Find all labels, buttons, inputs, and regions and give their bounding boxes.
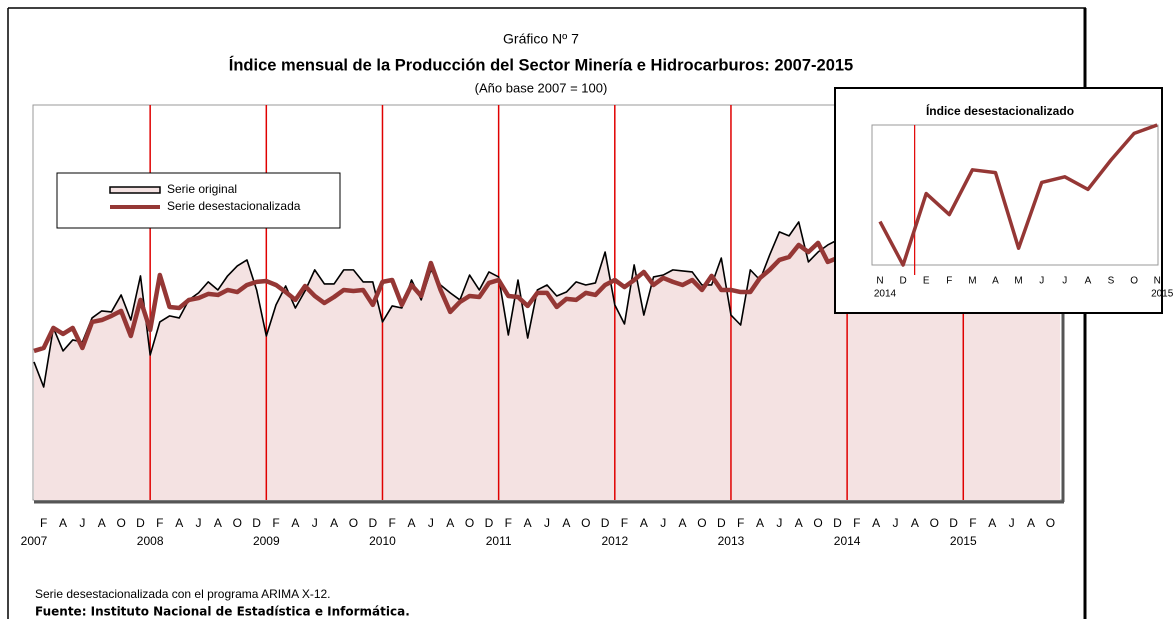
x-year-label: 2009 (253, 534, 280, 548)
x-year-label: 2008 (137, 534, 164, 548)
x-tick-label: J (893, 516, 899, 530)
x-tick-label: A (291, 516, 299, 530)
legend-label: Serie desestacionalizada (167, 199, 301, 213)
x-tick-label: A (640, 516, 648, 530)
x-tick-label: A (214, 516, 222, 530)
chart-subtitle: (Año base 2007 = 100) (475, 80, 608, 95)
x-tick-label: A (911, 516, 919, 530)
x-tick-label: O (581, 516, 590, 530)
x-tick-label: N (1154, 276, 1161, 287)
x-tick-label: A (98, 516, 106, 530)
x-year-label: 2010 (369, 534, 396, 548)
x-tick-label: D (252, 516, 261, 530)
x-tick-label: J (660, 516, 666, 530)
chart-title: Índice mensual de la Producción del Sect… (229, 55, 853, 74)
x-tick-label: F (737, 516, 744, 530)
figure-label: Gráfico Nº 7 (503, 31, 579, 47)
x-tick-label: O (349, 516, 358, 530)
x-tick-label: D (833, 516, 842, 530)
area (34, 221, 1061, 500)
x-tick-label: M (1014, 276, 1022, 287)
x-year-label: 2007 (21, 534, 48, 548)
x-tick-label: O (697, 516, 706, 530)
x-tick-label: F (505, 516, 512, 530)
x-tick-label: J (1039, 276, 1044, 287)
x-tick-label: F (156, 516, 163, 530)
x-year-label: 2014 (834, 534, 861, 548)
x-year-label: 2011 (486, 534, 512, 548)
x-year-label: 2015 (1151, 289, 1174, 300)
x-tick-label: J (428, 516, 434, 530)
x-tick-label: E (923, 276, 930, 287)
source: Fuente: Instituto Nacional de Estadístic… (35, 605, 410, 619)
x-year-label: 2013 (718, 534, 745, 548)
x-tick-label: O (1130, 276, 1138, 287)
x-tick-label: O (1046, 516, 1055, 530)
legend-label: Serie original (167, 182, 237, 196)
x-tick-label: J (79, 516, 85, 530)
x-tick-label: A (562, 516, 570, 530)
x-tick-label: D (899, 276, 906, 287)
x-tick-label: F (272, 516, 279, 530)
x-tick-label: A (59, 516, 67, 530)
x-tick-label: J (196, 516, 202, 530)
x-tick-label: A (524, 516, 532, 530)
x-tick-label: F (621, 516, 628, 530)
x-tick-label: F (853, 516, 860, 530)
series-line (878, 123, 1158, 267)
x-tick-label: J (1062, 276, 1067, 287)
x-tick-label: F (969, 516, 976, 530)
x-tick-label: A (872, 516, 880, 530)
legend-swatch (109, 186, 161, 194)
x-tick-label: O (233, 516, 242, 530)
legend-box (56, 172, 341, 229)
x-tick-label: D (949, 516, 958, 530)
x-tick-label: O (116, 516, 125, 530)
x-year-label: 2015 (950, 534, 977, 548)
x-tick-label: A (330, 516, 338, 530)
x-tick-label: O (930, 516, 939, 530)
x-tick-label: A (175, 516, 183, 530)
x-tick-label: D (601, 516, 610, 530)
x-tick-label: N (876, 276, 883, 287)
legend: Serie original Serie desestacionalizada (56, 172, 341, 229)
x-tick-label: O (813, 516, 822, 530)
x-year-label: 2012 (601, 534, 628, 548)
x-tick-label: D (717, 516, 726, 530)
x-tick-label: F (388, 516, 395, 530)
inset-title: Índice desestacionalizado (926, 103, 1074, 118)
x-tick-label: A (795, 516, 803, 530)
x-year-label: 2014 (874, 289, 897, 300)
x-tick-label: J (312, 516, 318, 530)
x-tick-label: D (485, 516, 494, 530)
x-tick-label: A (988, 516, 996, 530)
x-tick-label: J (1009, 516, 1015, 530)
x-tick-label: S (1108, 276, 1115, 287)
x-tick-label: M (968, 276, 976, 287)
x-tick-label: O (465, 516, 474, 530)
x-tick-label: A (1085, 276, 1092, 287)
x-tick-label: J (776, 516, 782, 530)
x-tick-label: A (756, 516, 764, 530)
x-tick-label: D (136, 516, 145, 530)
x-tick-label: A (679, 516, 687, 530)
x-tick-label: F (40, 516, 47, 530)
x-tick-label: A (992, 276, 999, 287)
x-tick-label: A (408, 516, 416, 530)
inset-chart: Índice desestacionalizado N D E F M A M J J A S O N 2… (834, 87, 1174, 314)
x-tick-label: A (446, 516, 454, 530)
x-tick-label: D (368, 516, 377, 530)
x-tick-label: A (1027, 516, 1035, 530)
footnote: Serie desestacionalizada con el programa… (35, 587, 331, 601)
x-tick-label: F (946, 276, 952, 287)
x-tick-label: J (544, 516, 550, 530)
